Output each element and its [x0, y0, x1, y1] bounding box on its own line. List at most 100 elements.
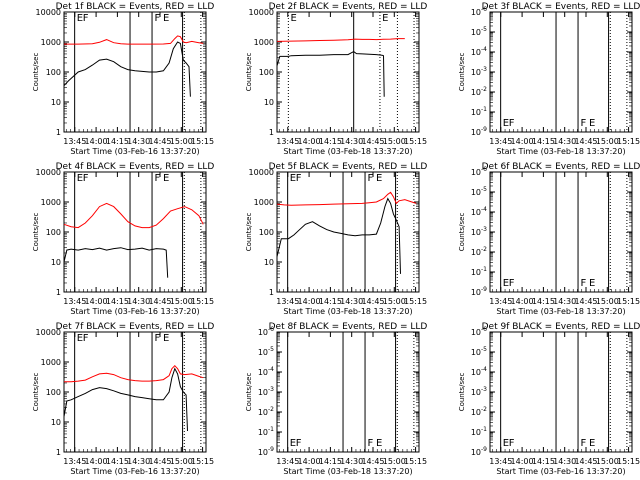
- y-tick-label: 10-9: [471, 446, 487, 457]
- y-axis-label: Counts/sec: [245, 213, 253, 252]
- x-tick-label: 14:00: [85, 297, 108, 306]
- interval-mark: F: [580, 118, 586, 129]
- y-tick-label: 10-6: [471, 6, 487, 17]
- x-axis-label: Start Time (03-Feb-18 13:37:20): [496, 147, 625, 156]
- interval-mark: F: [154, 13, 160, 24]
- interval-mark: F: [154, 333, 160, 344]
- y-tick-label: 10-9: [471, 126, 487, 137]
- y-tick-label: 10-3: [471, 66, 487, 77]
- interval-mark: F: [83, 333, 89, 344]
- x-tick-label: 14:30: [127, 297, 150, 306]
- x-tick-label: 14:00: [511, 457, 534, 466]
- y-tick-label: 10-1: [471, 426, 487, 437]
- y-tick-label: 10-5: [471, 186, 487, 197]
- y-tick-label: 10: [264, 258, 274, 267]
- interval-mark: F: [580, 278, 586, 289]
- lld-series-line: [276, 38, 405, 42]
- interval-mark: E: [163, 333, 169, 344]
- x-tick-label: 13:45: [276, 457, 299, 466]
- y-tick-label: 10-6: [471, 166, 487, 177]
- events-series-line: [276, 197, 401, 274]
- x-tick-label: 14:15: [319, 297, 342, 306]
- interval-mark: E: [503, 438, 509, 449]
- y-axis-label: Counts/sec: [458, 53, 466, 92]
- panel-title: Det 5f BLACK = Events, RED = LLD: [269, 162, 428, 172]
- x-axis-label: Start Time (03-Feb-18 13:37:20): [283, 307, 412, 316]
- x-tick-label: 15:00: [383, 297, 406, 306]
- interval-mark: F: [367, 438, 373, 449]
- interval-mark: F: [580, 438, 586, 449]
- interval-mark: E: [163, 173, 169, 184]
- x-tick-label: 14:45: [574, 457, 597, 466]
- x-tick-label: 15:15: [404, 457, 427, 466]
- interval-mark: F: [83, 173, 89, 184]
- events-series-line: [63, 247, 169, 278]
- y-tick-label: 10-4: [471, 206, 487, 217]
- x-tick-label: 14:15: [532, 457, 555, 466]
- y-axis-label: Counts/sec: [32, 213, 40, 252]
- lld-series-line: [64, 35, 204, 45]
- y-tick-label: 1: [269, 128, 274, 137]
- panel-7: Det 7f BLACK = Events, RED = LLD 1 10 100 10…: [32, 322, 214, 476]
- y-tick-label: 10-5: [471, 26, 487, 37]
- x-tick-label: 15:00: [383, 137, 406, 146]
- y-tick-label: 10000: [249, 168, 274, 177]
- x-tick-label: 14:00: [85, 137, 108, 146]
- y-tick-label: 100: [259, 68, 274, 77]
- x-tick-label: 14:00: [511, 297, 534, 306]
- y-tick-label: 10-2: [471, 86, 487, 97]
- x-axis-label: Start Time (03-Feb-18 13:37:20): [496, 307, 625, 316]
- x-tick-label: 15:15: [191, 137, 214, 146]
- y-tick-label: 1: [56, 288, 61, 297]
- interval-mark: F: [296, 438, 302, 449]
- y-axis-label: Counts/sec: [32, 373, 40, 412]
- panel-6: Det 6f BLACK = Events, RED = LLD 10-9 10-1…: [458, 162, 640, 316]
- panel-3: Det 3f BLACK = Events, RED = LLD 10-9 10-1…: [458, 2, 640, 156]
- x-tick-label: 14:00: [511, 137, 534, 146]
- y-tick-label: 10-3: [471, 386, 487, 397]
- x-axis-label: Start Time (03-Feb-18 13:37:20): [283, 467, 412, 476]
- x-tick-label: 14:45: [148, 137, 171, 146]
- x-tick-label: 15:15: [404, 137, 427, 146]
- panel-2: Det 2f BLACK = Events, RED = LLD 1 10 100 10…: [245, 2, 427, 156]
- y-tick-label: 10-9: [471, 286, 487, 297]
- panel-title: Det 2f BLACK = Events, RED = LLD: [269, 2, 428, 12]
- interval-mark: E: [376, 173, 382, 184]
- panel-title: Det 4f BLACK = Events, RED = LLD: [56, 162, 215, 172]
- panel-5: Det 5f BLACK = Events, RED = LLD 1 10 100 10…: [245, 162, 427, 316]
- x-tick-label: 14:30: [340, 297, 363, 306]
- panel-9: Det 9f BLACK = Events, RED = LLD 10-9 10-1…: [458, 322, 640, 476]
- y-tick-label: 100: [46, 228, 61, 237]
- y-tick-label: 10: [51, 98, 61, 107]
- y-tick-label: 1: [56, 448, 61, 457]
- y-tick-label: 1000: [41, 198, 61, 207]
- x-tick-label: 14:15: [319, 457, 342, 466]
- x-tick-label: 15:00: [596, 457, 619, 466]
- y-tick-label: 10-1: [471, 106, 487, 117]
- y-tick-label: 100: [259, 228, 274, 237]
- x-tick-label: 15:00: [170, 297, 193, 306]
- y-tick-label: 1: [56, 128, 61, 137]
- x-tick-label: 14:00: [298, 137, 321, 146]
- y-tick-label: 10-2: [258, 406, 274, 417]
- x-tick-label: 13:45: [63, 297, 86, 306]
- x-tick-label: 13:45: [489, 457, 512, 466]
- lld-series-line: [276, 191, 417, 206]
- y-tick-label: 1000: [254, 38, 274, 47]
- y-tick-label: 1000: [41, 358, 61, 367]
- x-tick-label: 14:45: [148, 297, 171, 306]
- y-tick-label: 10: [264, 98, 274, 107]
- y-tick-label: 10-4: [258, 366, 274, 377]
- interval-mark: E: [77, 333, 83, 344]
- x-tick-label: 14:00: [85, 457, 108, 466]
- y-axis-label: Counts/sec: [458, 373, 466, 412]
- x-tick-label: 14:15: [106, 457, 129, 466]
- y-axis-label: Counts/sec: [245, 53, 253, 92]
- y-tick-label: 10-5: [471, 346, 487, 357]
- interval-mark: E: [382, 13, 388, 24]
- events-series-line: [276, 51, 385, 97]
- x-tick-label: 15:00: [170, 137, 193, 146]
- events-series-line: [63, 367, 188, 432]
- x-tick-label: 14:30: [127, 457, 150, 466]
